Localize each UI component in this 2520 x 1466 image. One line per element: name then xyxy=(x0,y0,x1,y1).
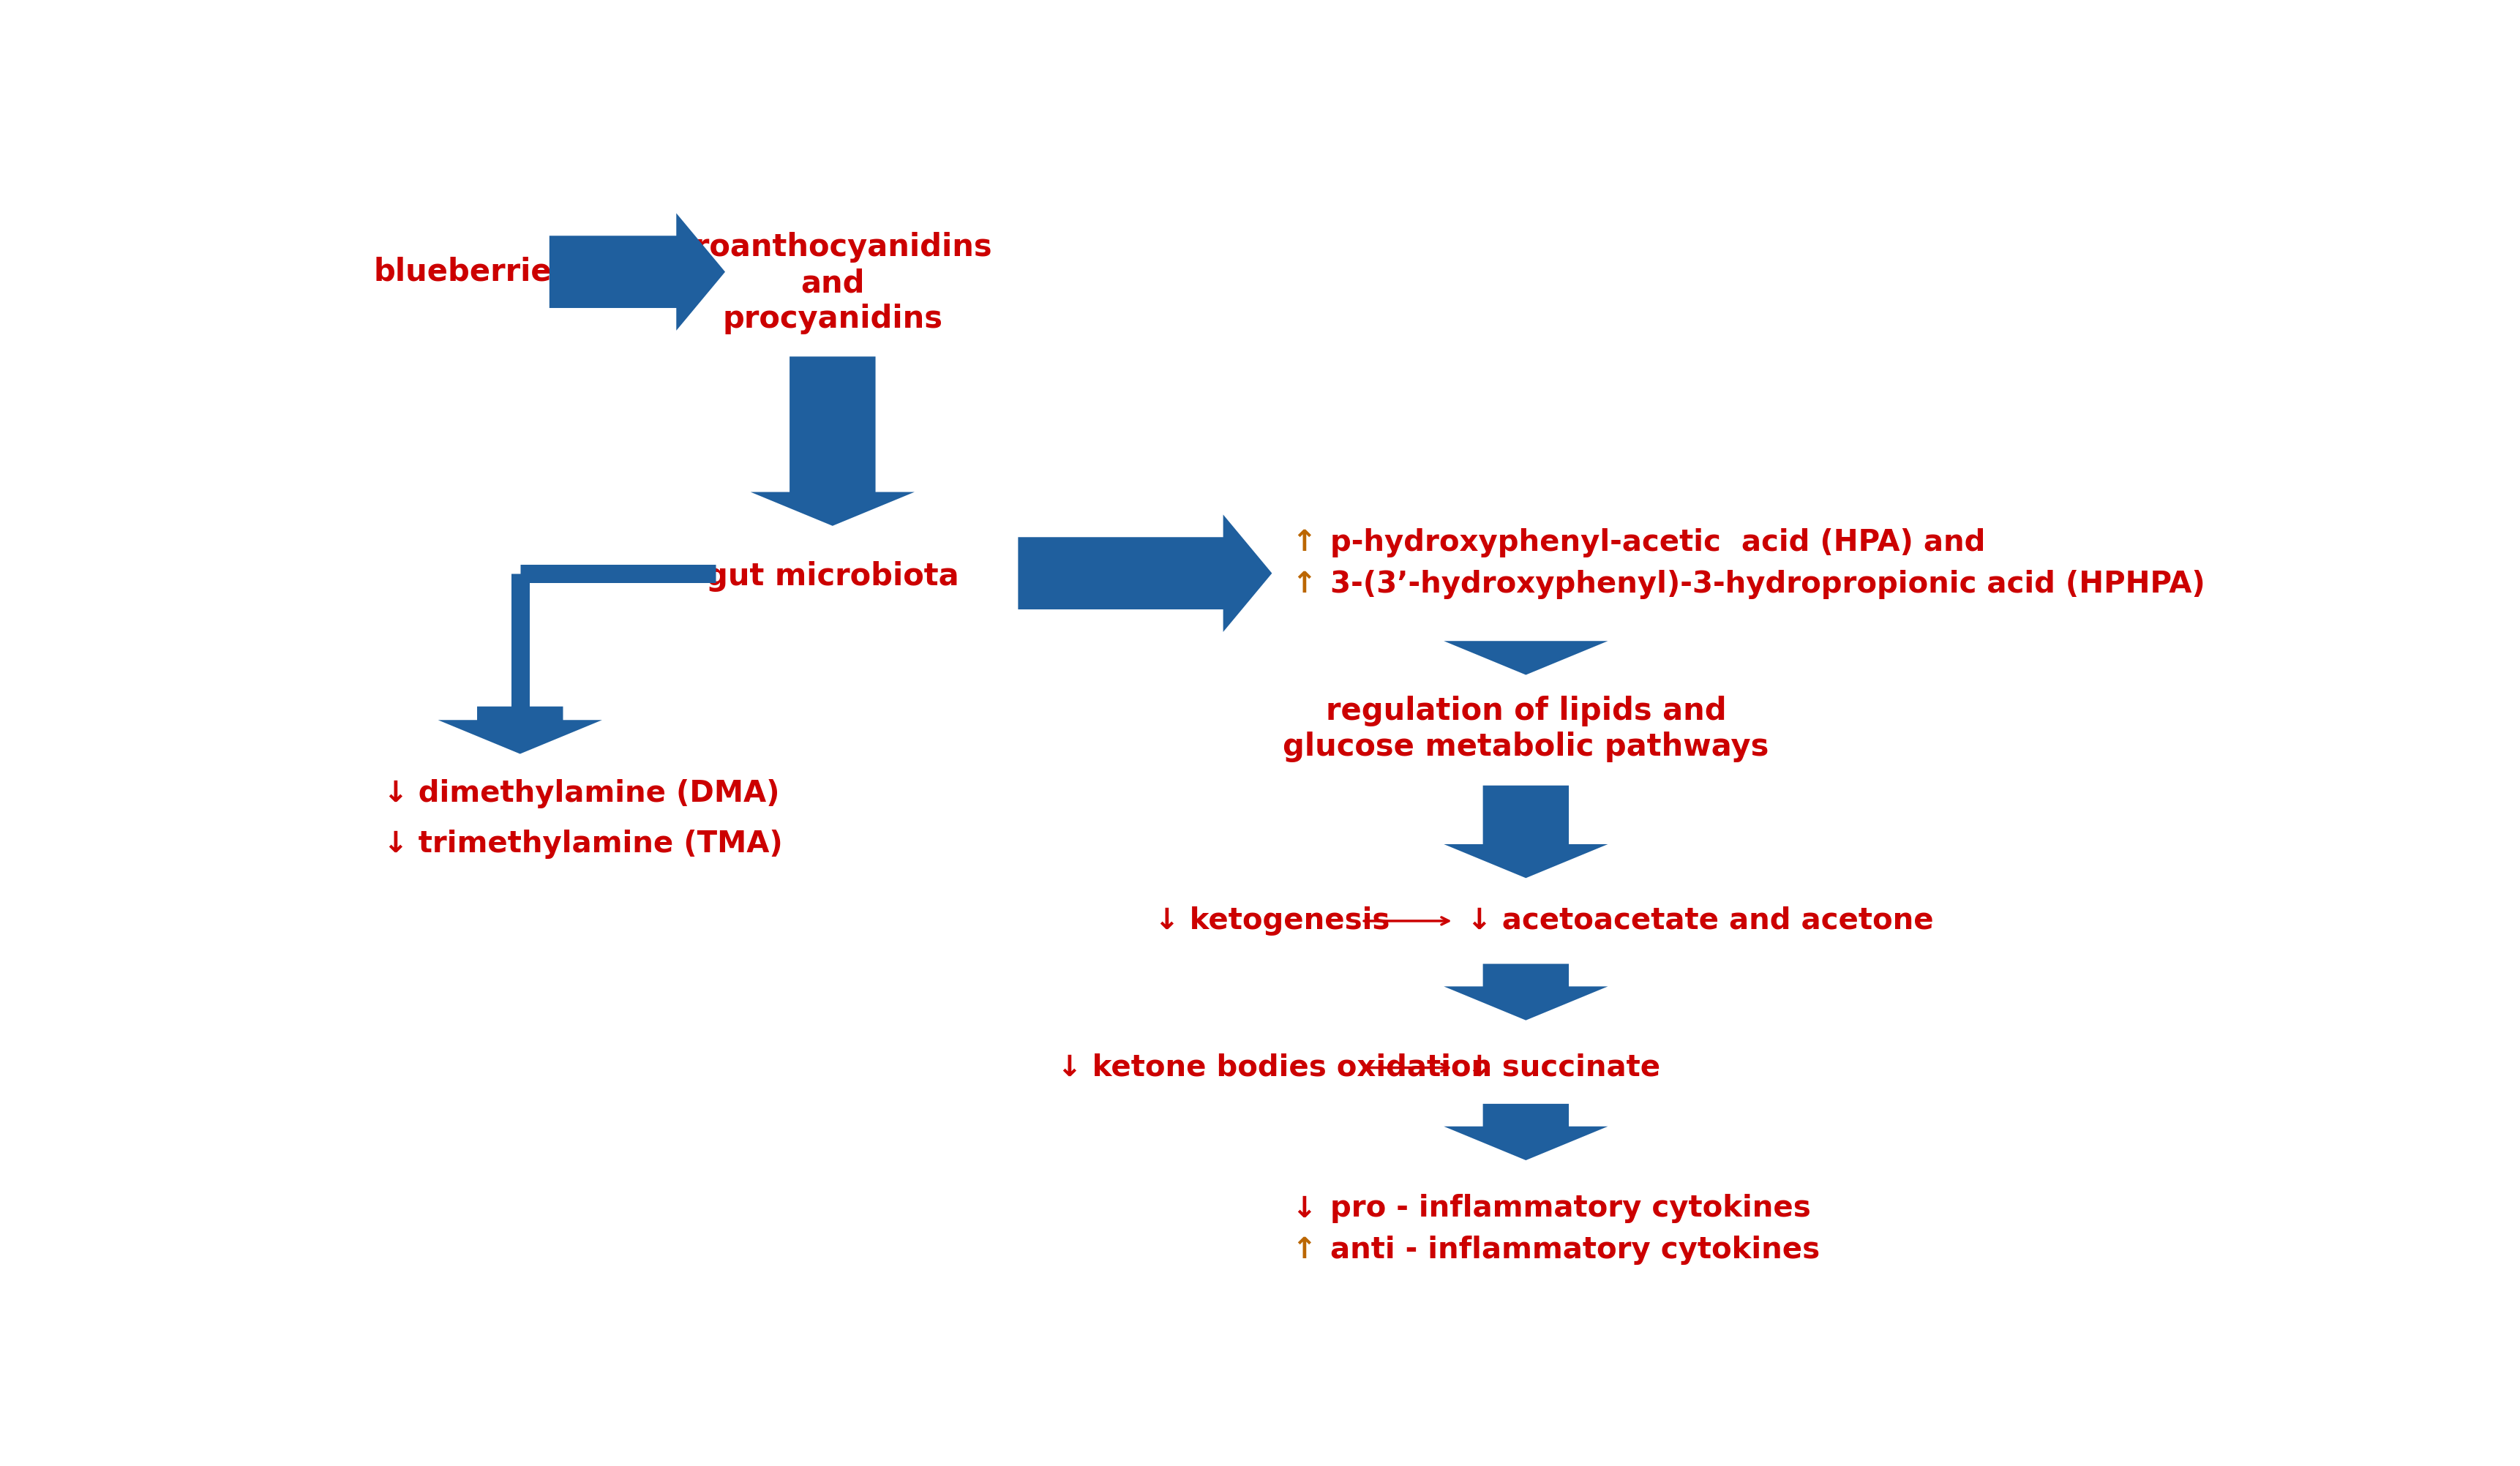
Text: p-hydroxyphenyl-acetic  acid (HPA) and: p-hydroxyphenyl-acetic acid (HPA) and xyxy=(1331,528,1986,557)
Text: regulation of lipids and
glucose metabolic pathways: regulation of lipids and glucose metabol… xyxy=(1283,696,1769,762)
Polygon shape xyxy=(1444,1104,1608,1160)
Text: ↓: ↓ xyxy=(1290,1195,1315,1224)
Text: blueberries: blueberries xyxy=(373,257,570,287)
Text: ↓ dimethylamine (DMA): ↓ dimethylamine (DMA) xyxy=(383,778,779,808)
Text: ↓ succinate: ↓ succinate xyxy=(1467,1053,1661,1082)
Polygon shape xyxy=(1444,786,1608,878)
Text: pro - inflammatory cytokines: pro - inflammatory cytokines xyxy=(1331,1195,1812,1224)
Text: ↓ ketone bodies oxidation: ↓ ketone bodies oxidation xyxy=(1056,1053,1492,1082)
Text: ↑: ↑ xyxy=(1290,528,1315,557)
Text: gut microbiota: gut microbiota xyxy=(706,561,960,592)
Polygon shape xyxy=(438,707,602,754)
Polygon shape xyxy=(1018,515,1273,632)
Text: ↓ acetoacetate and acetone: ↓ acetoacetate and acetone xyxy=(1467,906,1933,935)
Text: anti - inflammatory cytokines: anti - inflammatory cytokines xyxy=(1331,1236,1819,1265)
Polygon shape xyxy=(751,356,915,526)
Text: ↓ trimethylamine (TMA): ↓ trimethylamine (TMA) xyxy=(383,830,784,859)
Polygon shape xyxy=(1444,641,1608,674)
Text: ↑: ↑ xyxy=(1290,570,1315,600)
Polygon shape xyxy=(1444,963,1608,1020)
Text: 3-(3’-hydroxyphenyl)-3-hydropropionic acid (HPHPA): 3-(3’-hydroxyphenyl)-3-hydropropionic ac… xyxy=(1331,570,2205,600)
Text: ↓ ketogenesis: ↓ ketogenesis xyxy=(1154,906,1391,935)
Polygon shape xyxy=(549,213,726,330)
Text: ↑: ↑ xyxy=(1290,1236,1315,1265)
Text: proanthocyanidins
and
procyanidins: proanthocyanidins and procyanidins xyxy=(673,232,993,334)
